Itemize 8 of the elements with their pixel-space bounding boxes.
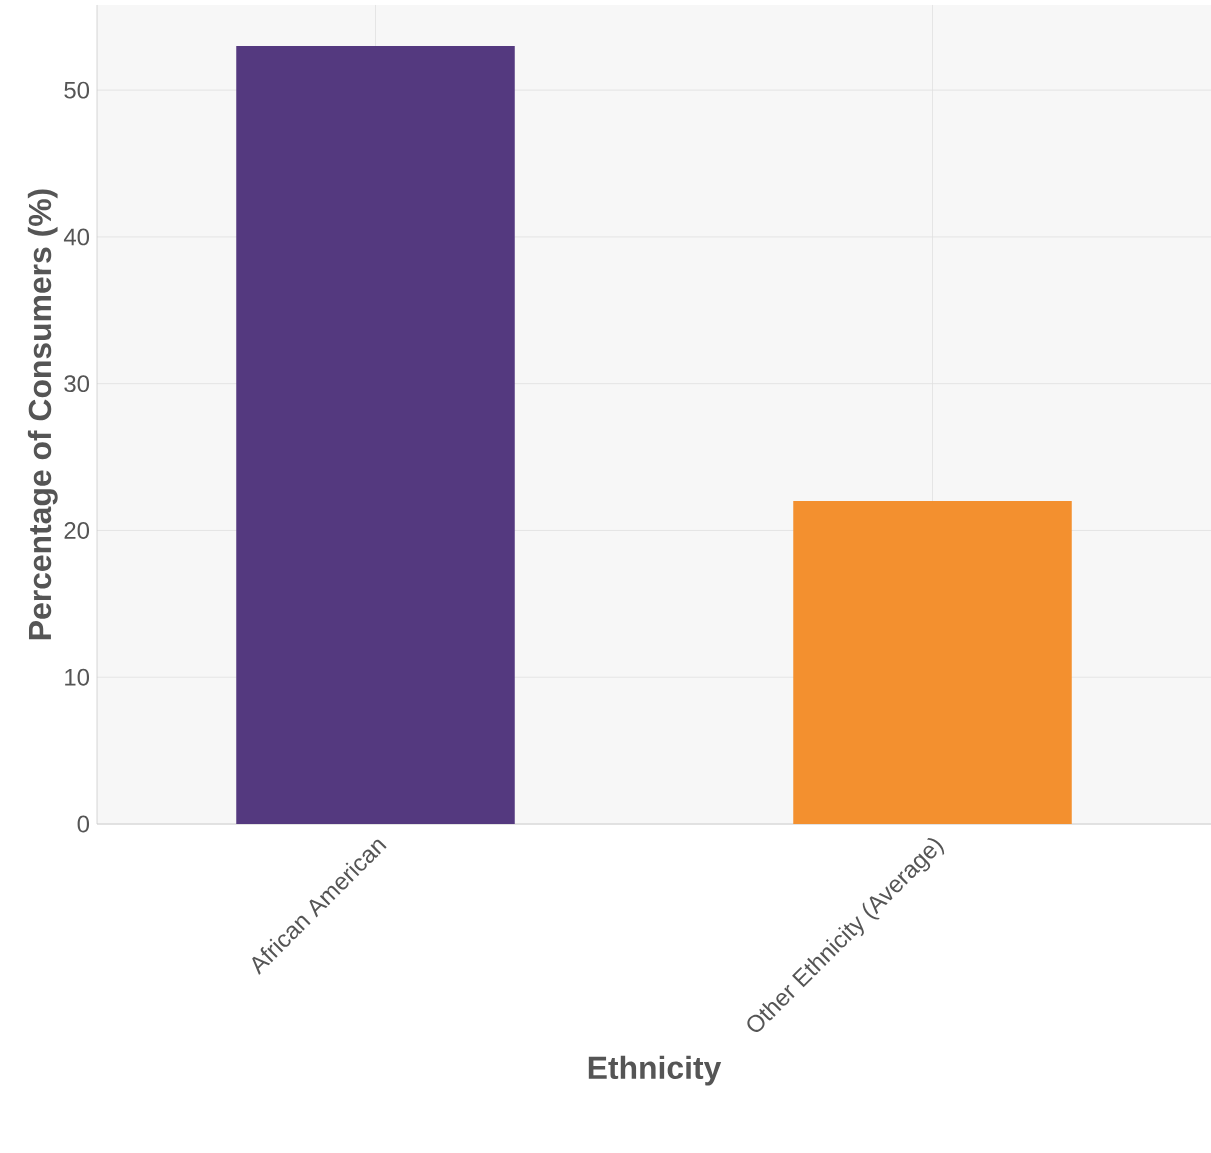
y-tick-label: 40	[63, 228, 90, 246]
y-tick-label: 20	[64, 521, 90, 539]
x-axis-title: Ethnicity	[588, 1055, 722, 1086]
y-tick-label: 10	[65, 668, 90, 686]
y-tick-label: 30	[64, 375, 90, 393]
y-axis-title: Percentage of Consumers (%)	[27, 189, 58, 640]
y-tick-label: 0	[77, 815, 90, 833]
y-tick-label: 50	[64, 81, 90, 99]
